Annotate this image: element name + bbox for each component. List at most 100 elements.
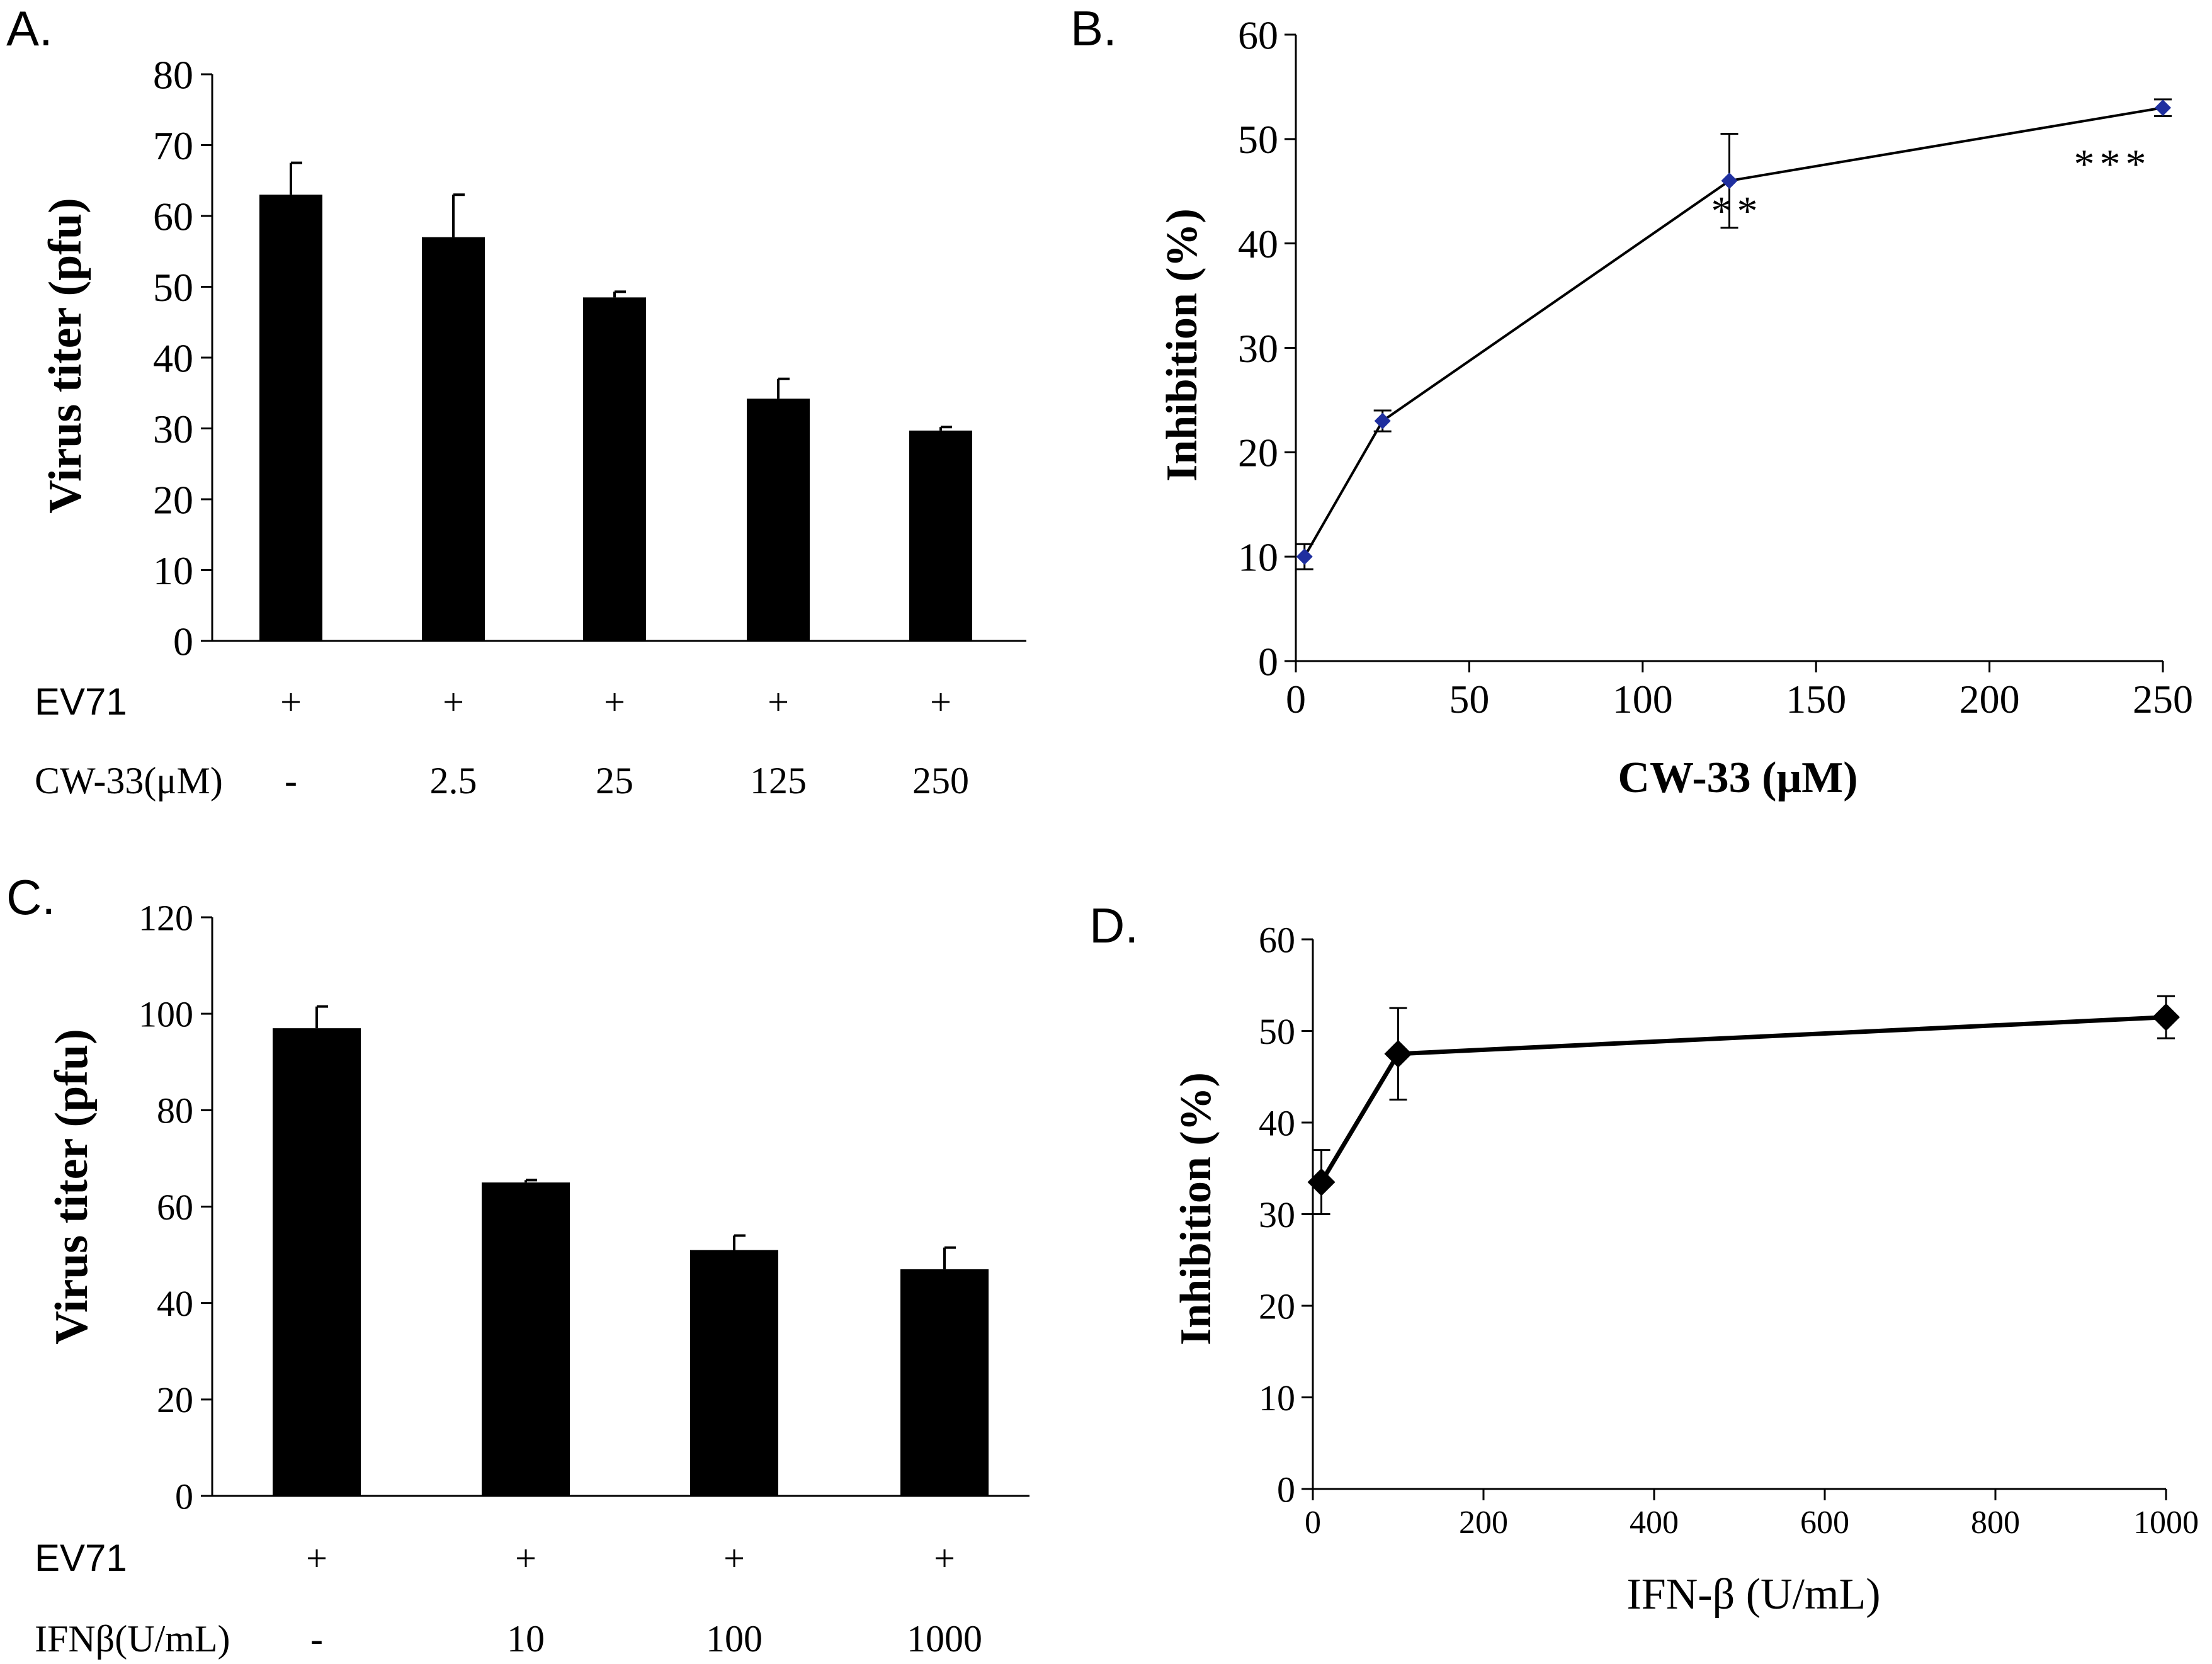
y-tick-label: 60 (1259, 919, 1295, 960)
x-tick-label: 600 (1800, 1505, 1849, 1541)
y-tick-label: 0 (1258, 639, 1278, 684)
minus-sign: - (285, 760, 297, 801)
panel-label-d: D. (1089, 898, 1138, 953)
bar (583, 297, 646, 641)
y-tick-label: 10 (1259, 1378, 1295, 1418)
bar (909, 430, 972, 641)
panel-d-x-axis-label: IFN-β (U/mL) (1626, 1570, 1880, 1619)
bar (273, 1028, 361, 1496)
plus-sign: + (443, 681, 464, 723)
y-tick-label: 70 (153, 123, 193, 168)
panel-d-line-chart: Inhibition (%) IFN-β (U/mL) 0 10 20 30 40 50 6… (1172, 919, 2199, 1619)
y-tick-label: 20 (1259, 1286, 1295, 1327)
y-tick-label: 120 (139, 897, 193, 938)
data-point (1374, 412, 1391, 429)
x-tick-label: 200 (1960, 677, 2020, 722)
panel-c-axes (211, 917, 1029, 1497)
x-tick-label: 800 (1971, 1505, 2020, 1541)
y-tick-label: 0 (175, 1476, 193, 1517)
panel-b-y-axis-label: Inhibition (%) (1158, 208, 1206, 482)
bar (747, 399, 810, 641)
bar (690, 1250, 778, 1496)
row-label: IFNβ(U/mL) (35, 1618, 230, 1660)
significance-marker: *** (2074, 142, 2152, 188)
panel-d-y-axis-label: Inhibition (%) (1172, 1072, 1220, 1345)
plus-sign: + (306, 1537, 327, 1579)
panel-label-b: B. (1070, 1, 1117, 56)
row-label: EV71 (35, 681, 127, 723)
data-point (1296, 548, 1313, 565)
bar (482, 1182, 570, 1496)
x-tick-label: 50 (1449, 677, 1489, 722)
x-tick-label: 200 (1459, 1505, 1508, 1541)
plus-sign: + (604, 681, 625, 723)
y-tick-label: 0 (1277, 1469, 1295, 1510)
panel-label-a: A. (6, 1, 53, 56)
dose-label: 250 (912, 760, 969, 801)
series-line (1303, 106, 2164, 558)
y-tick-label: 20 (153, 477, 193, 522)
y-tick-label: 60 (1238, 13, 1278, 57)
y-tick-label: 30 (1259, 1194, 1295, 1235)
y-tick-label: 40 (1259, 1102, 1295, 1143)
y-tick-label: 80 (157, 1090, 193, 1131)
row-label: EV71 (35, 1537, 127, 1579)
bar (259, 195, 322, 641)
data-point (2152, 1003, 2180, 1031)
y-tick-label: 20 (157, 1379, 193, 1420)
dose-label: 10 (507, 1618, 545, 1660)
significance-marker: ** (1711, 188, 1763, 234)
y-tick-label: 50 (1259, 1011, 1295, 1052)
y-tick-label: 80 (153, 52, 193, 97)
plus-sign: + (930, 681, 951, 723)
data-point (1721, 173, 1738, 190)
panel-a-treatment-rows: EV71 + + + + + CW-33(μM) - 2.5 25 125 250 (35, 681, 969, 801)
x-tick-label: 0 (1305, 1505, 1321, 1541)
x-tick-label: 100 (1613, 677, 1673, 722)
panel-c-y-axis-label: Virus titer (pfu) (46, 1029, 98, 1345)
panel-c-bars (273, 1005, 989, 1496)
dose-label: 25 (596, 760, 633, 801)
panel-a-axes (211, 74, 1026, 642)
y-tick-label: 60 (153, 194, 193, 239)
panel-a-y-axis-label: Virus titer (pfu) (40, 198, 91, 514)
plus-sign: + (280, 681, 302, 723)
panel-a-bar-chart: Virus titer (pfu) 0 10 20 30 40 50 60 70 80 EV71… (35, 52, 1026, 801)
data-point (1307, 1168, 1336, 1196)
dose-label: 2.5 (430, 760, 477, 801)
panel-a-y-ticks: 0 10 20 30 40 50 60 70 80 (153, 52, 212, 664)
y-tick-label: 40 (153, 336, 193, 380)
plus-sign: + (934, 1537, 955, 1579)
minus-sign: - (310, 1618, 323, 1660)
x-tick-label: 150 (1786, 677, 1846, 722)
dose-label: 100 (706, 1618, 763, 1660)
y-tick-label: 50 (153, 265, 193, 310)
bar (900, 1269, 989, 1496)
plus-sign: + (768, 681, 789, 723)
plus-sign: + (515, 1537, 536, 1579)
y-tick-label: 10 (1238, 535, 1278, 580)
y-tick-label: 30 (153, 407, 193, 451)
y-tick-label: 50 (1238, 117, 1278, 162)
y-tick-label: 0 (173, 619, 193, 664)
bar (422, 237, 485, 641)
x-tick-label: 1000 (2133, 1505, 2199, 1541)
dose-label: 125 (750, 760, 807, 801)
y-tick-label: 30 (1238, 326, 1278, 371)
panel-a-bars (259, 161, 972, 641)
y-tick-label: 60 (157, 1187, 193, 1228)
y-tick-label: 20 (1238, 431, 1278, 475)
y-tick-label: 10 (153, 548, 193, 593)
series-line (1319, 1015, 2167, 1184)
panel-c-bar-chart: Virus titer (pfu) 0 20 40 60 80 100 120 EV71 + +… (35, 897, 1029, 1660)
y-tick-label: 40 (157, 1283, 193, 1324)
panel-c-y-ticks: 0 20 40 60 80 100 120 (139, 897, 212, 1517)
dose-label: 1000 (907, 1618, 982, 1660)
x-tick-label: 400 (1630, 1505, 1679, 1541)
data-point (1384, 1039, 1412, 1068)
plus-sign: + (723, 1537, 745, 1579)
panel-label-c: C. (6, 869, 55, 925)
